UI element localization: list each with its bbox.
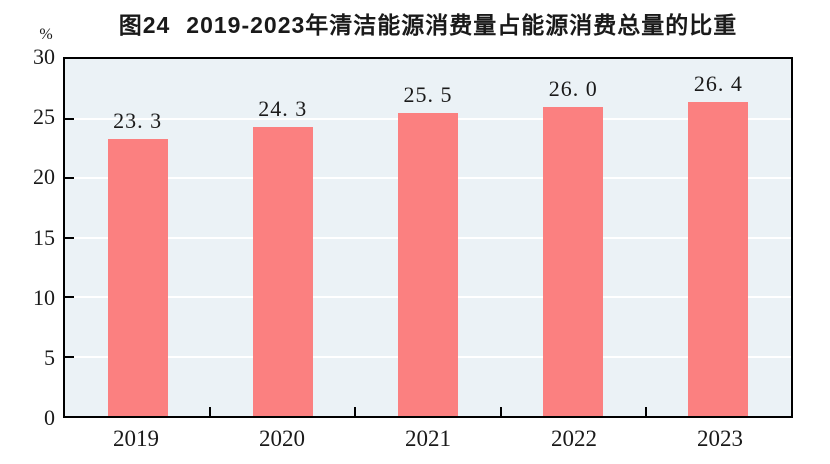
y-tick-25 [65,117,74,120]
bar-value-label-2020: 24. 3 [258,95,308,121]
y-axis-tick-labels: 0 5 10 15 20 25 30 [0,46,55,429]
y-tick-15 [65,236,74,239]
bar-2021 [398,112,458,416]
chart-title: 图24 2019-2023年清洁能源消费量占能源消费总量的比重 [63,6,793,40]
y-axis-label-0: 0 [44,405,55,430]
bar-value-label-2021: 25. 5 [403,81,453,107]
x-tick-boundary-2 [354,407,357,416]
chart-title-text: 2019-2023年清洁能源消费量占能源消费总量的比重 [186,12,738,38]
y-tick-20 [65,177,74,180]
y-axis-label-10: 10 [33,284,55,310]
y-tick-10 [65,296,74,299]
plot-area: 23. 3 24. 3 25. 5 26. 0 26. 4 [63,57,793,418]
x-axis-label-2023: 2023 [697,426,743,451]
bar-2020 [252,126,313,416]
x-axis-label-2022: 2022 [551,426,597,451]
bar-2023 [688,101,749,416]
bar-value-label-2019: 23. 3 [113,107,163,133]
y-axis-label-30: 30 [33,44,55,69]
bar-value-label-2022: 26. 0 [548,75,598,101]
y-tick-5 [65,355,74,358]
bar-2022 [543,106,604,416]
x-tick-boundary-4 [644,407,647,416]
y-axis-unit-label: % [39,26,53,43]
x-axis-category-labels: 2019 2020 2021 2022 2023 [63,424,793,458]
x-axis-label-2019: 2019 [113,426,159,451]
bar-value-label-2023: 26. 4 [693,70,743,96]
y-axis-label-5: 5 [44,344,55,370]
y-axis-label-15: 15 [33,224,55,250]
y-axis-label-20: 20 [33,164,55,190]
bar-2019 [107,138,168,416]
x-axis-label-2020: 2020 [259,426,305,451]
x-tick-boundary-1 [209,407,212,416]
x-axis-label-2021: 2021 [405,426,451,451]
y-axis-label-25: 25 [33,104,55,130]
x-tick-boundary-3 [499,407,502,416]
figure-number-label: 图24 [118,12,171,38]
